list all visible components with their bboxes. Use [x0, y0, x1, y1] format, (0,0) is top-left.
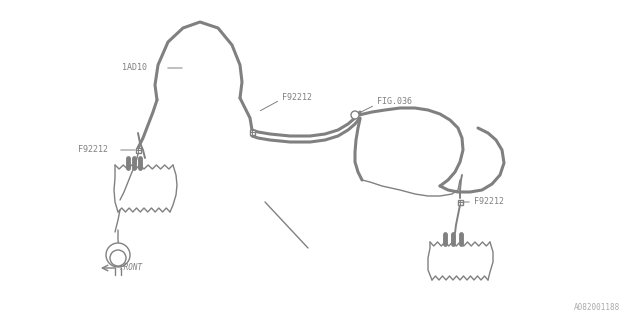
Circle shape	[106, 243, 130, 267]
Bar	[250, 130, 255, 134]
Bar	[458, 199, 463, 204]
Text: 1AD10: 1AD10	[122, 63, 147, 73]
Text: F92212: F92212	[78, 146, 108, 155]
Text: FIG.036: FIG.036	[377, 98, 412, 107]
Circle shape	[110, 250, 126, 266]
Bar	[136, 148, 141, 153]
Circle shape	[351, 111, 359, 119]
Text: A082001188: A082001188	[573, 303, 620, 312]
Text: F92212: F92212	[474, 197, 504, 206]
Text: FRONT: FRONT	[120, 263, 143, 273]
Text: F92212: F92212	[282, 92, 312, 101]
